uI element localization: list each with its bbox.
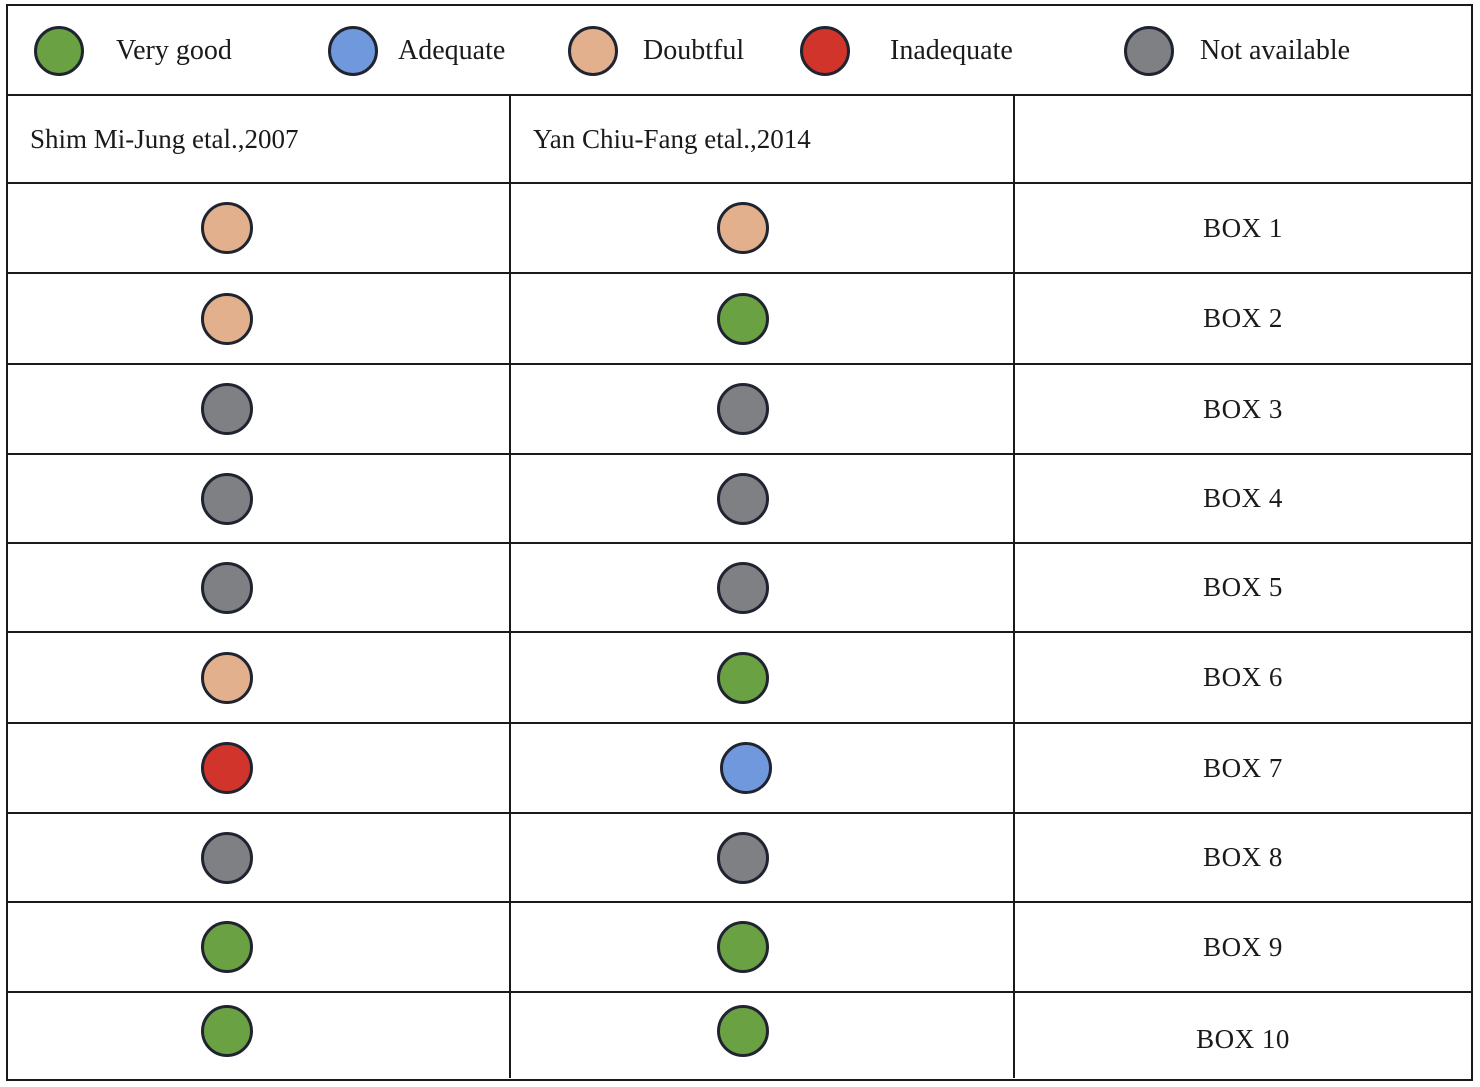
column-header-study-2: Yan Chiu-Fang etal.,2014 [511,96,1015,184]
column-header-label: Shim Mi-Jung etal.,2007 [30,123,299,154]
legend-label: Inadequate [890,35,1013,66]
inadequate-dot-icon [201,742,253,794]
rating-cell [511,544,1015,633]
legend-label: Very good [116,35,232,66]
very-good-dot-icon [201,1005,253,1057]
not-available-dot-icon [201,561,253,614]
very-good-dot-icon [717,651,769,704]
column-header-label: Yan Chiu-Fang etal.,2014 [533,123,811,154]
box-label-cell: BOX 5 [1015,544,1471,633]
rating-cell [511,633,1015,724]
rating-cell [8,544,511,633]
not-available-dot-icon [1124,26,1174,76]
not-available-dot-icon [717,383,769,435]
rating-cell [511,365,1015,455]
rating-grid: Shim Mi-Jung etal.,2007 Yan Chiu-Fang et… [8,96,1471,1078]
rating-cell [8,184,511,274]
box-label-cell: BOX 9 [1015,903,1471,993]
very-good-dot-icon [717,1005,769,1057]
box-label-cell: BOX 1 [1015,184,1471,274]
legend-item-not-available: Not available [1124,6,1350,96]
not-available-dot-icon [717,472,769,525]
rating-cell [511,903,1015,993]
box-label-cell: BOX 6 [1015,633,1471,724]
legend-label: Not available [1200,35,1351,66]
column-header-study-1: Shim Mi-Jung etal.,2007 [8,96,511,184]
very-good-dot-icon [201,921,253,973]
box-label: BOX 5 [1203,572,1283,602]
not-available-dot-icon [201,831,253,884]
rating-cell [511,724,1015,814]
not-available-dot-icon [717,561,769,614]
rating-cell [8,365,511,455]
box-label: BOX 2 [1203,303,1283,333]
legend-item-very-good: Very good [34,6,232,96]
box-label-cell: BOX 4 [1015,455,1471,544]
doubtful-dot-icon [717,202,769,254]
legend-label: Adequate [398,35,506,66]
very-good-dot-icon [717,292,769,345]
legend-item-adequate: Adequate [328,6,505,96]
box-label: BOX 8 [1203,842,1283,872]
rating-cell [8,274,511,365]
box-label-cell: BOX 10 [1015,993,1471,1078]
rating-cell [8,993,511,1078]
box-label-cell: BOX 8 [1015,814,1471,903]
not-available-dot-icon [717,831,769,884]
rating-cell [511,455,1015,544]
adequate-dot-icon [720,742,772,794]
box-label: BOX 6 [1203,662,1283,692]
legend-item-doubtful: Doubtful [568,6,744,96]
box-label: BOX 3 [1203,393,1283,424]
rating-cell [511,274,1015,365]
doubtful-dot-icon [568,26,618,76]
rating-cell [511,184,1015,274]
rating-cell [511,814,1015,903]
box-label: BOX 7 [1203,752,1283,783]
doubtful-dot-icon [201,292,253,345]
adequate-dot-icon [328,26,378,76]
inadequate-dot-icon [800,26,850,76]
not-available-dot-icon [201,472,253,525]
box-label: BOX 1 [1203,212,1283,243]
box-label-cell: BOX 7 [1015,724,1471,814]
rating-cell [8,724,511,814]
legend: Very good Adequate Doubtful Inadequate N… [8,6,1471,96]
very-good-dot-icon [34,26,84,76]
column-header-box [1015,96,1471,184]
not-available-dot-icon [201,383,253,435]
box-label: BOX 10 [1196,1024,1290,1054]
rating-cell [8,633,511,724]
very-good-dot-icon [717,921,769,973]
rating-cell [8,455,511,544]
rating-cell [8,814,511,903]
rating-table-frame: Very good Adequate Doubtful Inadequate N… [6,4,1473,1081]
doubtful-dot-icon [201,651,253,704]
box-label: BOX 9 [1203,931,1283,962]
rating-cell [511,993,1015,1078]
box-label: BOX 4 [1203,483,1283,513]
legend-item-inadequate: Inadequate [800,6,1013,96]
doubtful-dot-icon [201,202,253,254]
box-label-cell: BOX 3 [1015,365,1471,455]
box-label-cell: BOX 2 [1015,274,1471,365]
legend-label: Doubtful [643,35,745,66]
rating-cell [8,903,511,993]
